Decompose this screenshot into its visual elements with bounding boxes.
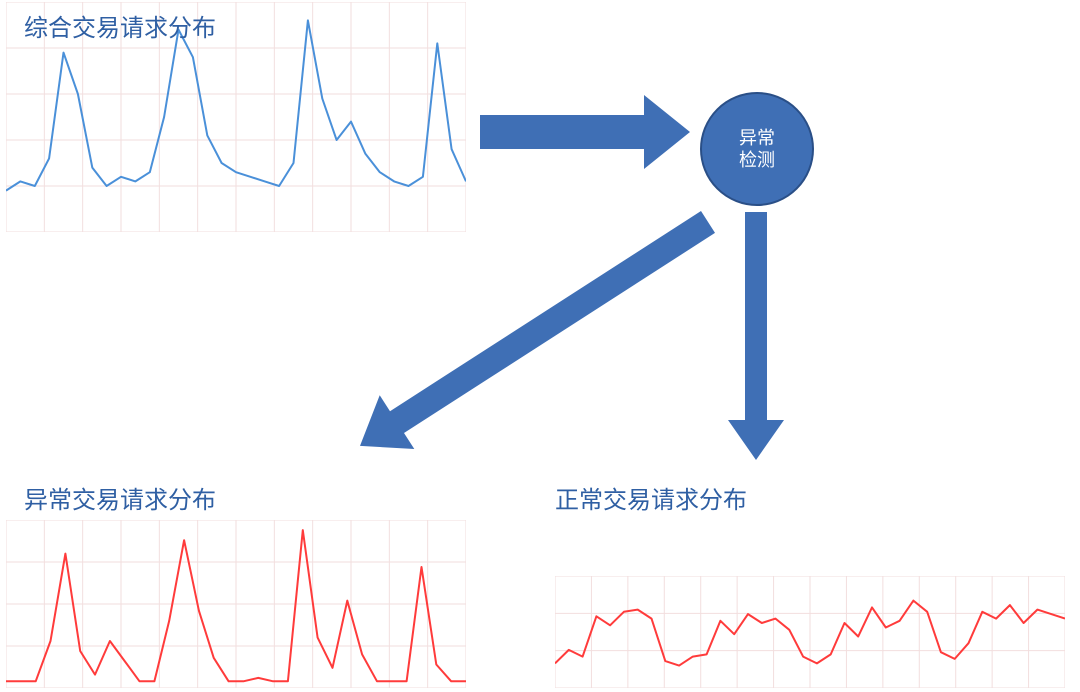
- chart-normal: [555, 576, 1065, 688]
- chart-normal-title: 正常交易请求分布: [555, 480, 747, 515]
- circle-label-2: 检测: [739, 150, 775, 170]
- arrow-diagonal: [358, 209, 717, 451]
- chart-abnormal: [6, 520, 466, 688]
- circle-label-1: 异常: [739, 128, 775, 148]
- chart-combined-title: 综合交易请求分布: [24, 8, 216, 43]
- arrow-right: [478, 93, 692, 171]
- anomaly-detection-node: 异常 检测: [700, 92, 814, 206]
- arrow-down: [726, 210, 786, 462]
- chart-abnormal-title: 异常交易请求分布: [24, 480, 216, 515]
